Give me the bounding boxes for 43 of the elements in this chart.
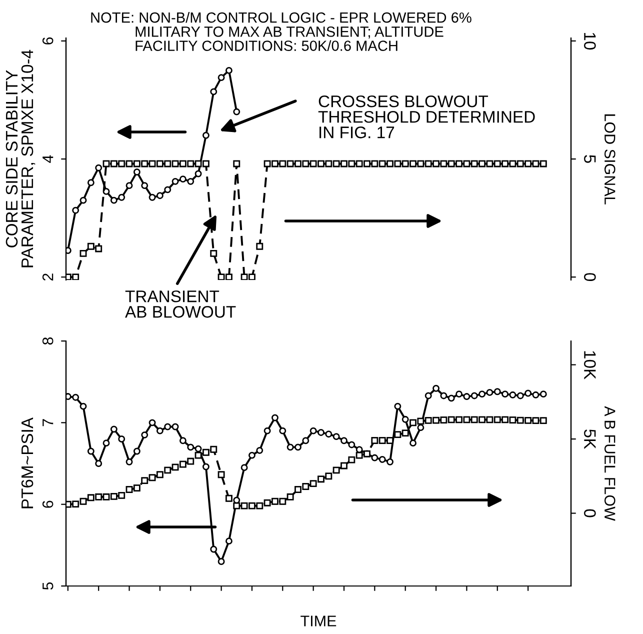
point [156,192,164,200]
y-axis-title: PT6M~PSIA [21,417,34,508]
y2-tick-label: 0 [584,273,596,282]
y-tick-label: 6 [42,37,54,44]
point [126,182,133,190]
point [95,164,102,172]
y2-tick-label: 5K [584,429,596,450]
y-tick-label: 2 [42,274,54,281]
point [141,182,148,190]
y-tick-label: 7 [42,419,54,426]
x-axis-title: TIME [300,616,336,626]
point [118,194,126,201]
y-tick-label: 5 [42,582,54,590]
point [148,194,156,201]
y-tick-label: 8 [42,337,54,345]
point [179,176,186,183]
point [87,179,94,186]
point [225,66,232,74]
point [233,108,240,116]
annotation: CROSSES BLOWOUT THRESHOLD DETERMINED IN FIG. 17 [318,95,535,138]
point [172,178,179,185]
y2-tick-label: 10K [584,351,596,380]
point [72,206,80,214]
text: TRANSIENT AB BLOWOUT [125,290,236,318]
point [110,196,118,204]
y2-tick-label: 0 [584,509,596,518]
annotation: NOTE: NON-B/M CONTROL LOGIC - EPR LOWERED 6% MILITARY TO MAX AB TRANSIENT; ALTITUDE FACILITY CONDITIONS: 50K/0.6 MACH [91,12,472,51]
point [194,170,202,178]
y2-tick-label: 5 [584,155,596,163]
point [218,74,225,82]
y2-tick-label: 10 [584,32,596,50]
y-tick-label: 4 [42,155,54,163]
point [164,186,172,194]
y-tick-label: 6 [42,500,54,508]
y2-axis-title: A B FUEL FLOW [604,406,616,521]
point [133,168,140,176]
y2-axis-title: LOD SIGNAL [604,114,616,204]
point [187,178,194,185]
y-axis-title: CORE SIDE STABILITY PARAMETER, SPMXE X10-4 [6,50,36,268]
point [210,88,218,96]
point [80,196,87,204]
point [202,132,210,139]
point [102,188,110,195]
